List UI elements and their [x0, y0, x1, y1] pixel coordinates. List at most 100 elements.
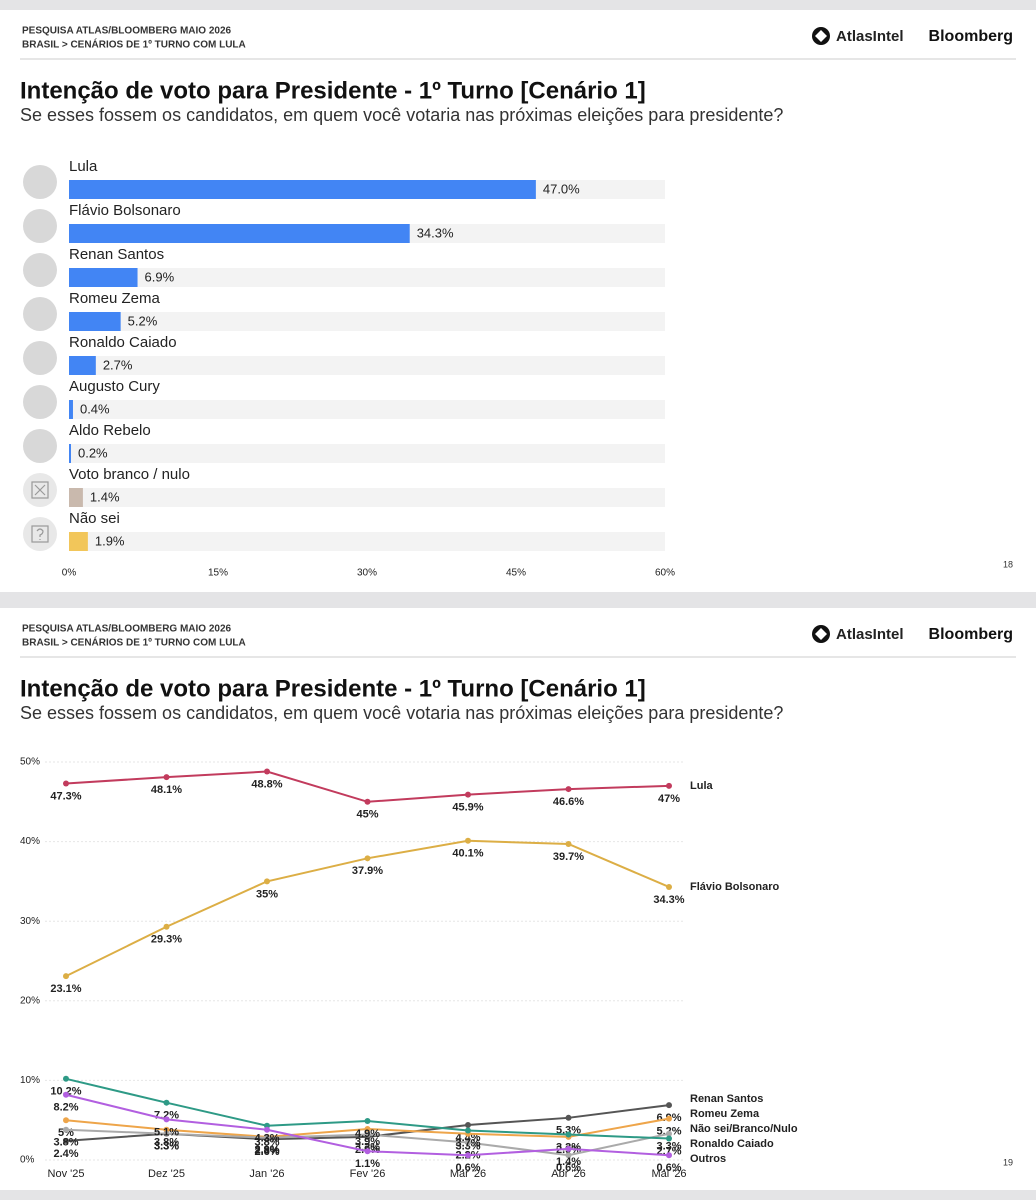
- point: [264, 1134, 270, 1141]
- value-label: 45%: [356, 809, 378, 821]
- value-label: 45.9%: [452, 802, 483, 814]
- x-tick-label: Jan '26: [249, 1168, 284, 1180]
- value-label: 3.9%: [355, 1136, 380, 1148]
- x-tick-label: 0%: [62, 568, 77, 579]
- series-name: Lula: [690, 780, 713, 792]
- point: [63, 780, 69, 787]
- logo: AtlasIntel: [836, 626, 904, 643]
- point: [163, 1099, 170, 1106]
- value-label: 1.9%: [95, 533, 125, 548]
- avatar: [23, 385, 57, 419]
- chart-subtitle: Se esses fossem os candidatos, em quem v…: [20, 105, 783, 125]
- brand: Bloomberg: [929, 28, 1013, 45]
- bar-track: [69, 400, 665, 419]
- value-label: 48.8%: [251, 778, 282, 790]
- value-label: 5.2%: [128, 313, 158, 328]
- value-label: 46.6%: [553, 796, 584, 808]
- icon: [31, 525, 49, 543]
- point: [163, 1130, 170, 1137]
- value-label: 2.6%: [254, 1146, 279, 1158]
- y-tick-label: 30%: [20, 916, 40, 927]
- value-label: 3.3%: [656, 1141, 681, 1153]
- value-label: 3.7%: [455, 1137, 480, 1149]
- y-tick-label: 0%: [20, 1155, 35, 1166]
- value-label: 8.2%: [53, 1102, 78, 1114]
- source: PESQUISA ATLAS/BLOOMBERG MAIO 2026: [22, 624, 232, 635]
- point: [565, 1131, 572, 1138]
- point: [465, 1152, 471, 1159]
- series-name: Renan Santos: [690, 1093, 763, 1105]
- chart-title: Intenção de voto para Presidente - 1º Tu…: [20, 77, 646, 104]
- bar-track: [69, 532, 665, 551]
- value-label: 5.1%: [154, 1126, 179, 1138]
- bar: [69, 400, 73, 419]
- series-name: Ronaldo Caiado: [690, 1138, 774, 1150]
- point: [63, 1137, 69, 1144]
- y-tick-label: 40%: [20, 836, 40, 847]
- value-label: 1.4%: [556, 1156, 581, 1168]
- value-label: 48.1%: [151, 784, 182, 796]
- point: [565, 1152, 572, 1159]
- category-label: Augusto Cury: [69, 378, 160, 395]
- category-label: Flávio Bolsonaro: [69, 202, 181, 219]
- value-label: 2.4%: [53, 1148, 78, 1160]
- logo: AtlasIntel: [836, 28, 904, 45]
- value-label: 10.2%: [50, 1086, 81, 1098]
- x-tick-label: Dez '25: [148, 1168, 185, 1180]
- page-number: 18: [1003, 559, 1013, 569]
- bar-track: [69, 268, 665, 287]
- value-label: 0.6%: [556, 1162, 581, 1174]
- point: [63, 1117, 69, 1124]
- point: [465, 1121, 471, 1128]
- point: [666, 1102, 672, 1109]
- bar-track: [69, 444, 665, 463]
- point: [565, 786, 572, 793]
- point: [364, 1148, 371, 1155]
- bar: [69, 356, 96, 375]
- value-label: 0.6%: [455, 1162, 480, 1174]
- category-label: Lula: [69, 158, 98, 175]
- value-label: 2.7%: [103, 357, 133, 372]
- value-label: 40.1%: [452, 848, 483, 860]
- value-label: 0.6%: [656, 1162, 681, 1174]
- chart-subtitle: Se esses fossem os candidatos, em quem v…: [20, 703, 783, 723]
- point: [364, 1117, 371, 1124]
- avatar: [23, 165, 57, 199]
- avatar: [23, 209, 57, 243]
- series-name: Romeu Zema: [690, 1108, 760, 1120]
- avatar: [23, 429, 57, 463]
- page-number: 19: [1003, 1157, 1013, 1167]
- point: [666, 883, 672, 890]
- value-label: 1.1%: [355, 1158, 380, 1170]
- point: [666, 1130, 672, 1137]
- series-name: Flávio Bolsonaro: [690, 881, 780, 893]
- point: [63, 973, 69, 980]
- value-label: 39.7%: [553, 851, 584, 863]
- point: [63, 1091, 69, 1098]
- value-label: 6.9%: [145, 269, 175, 284]
- bar-track: [69, 312, 665, 331]
- bar-track: [69, 488, 665, 507]
- point: [666, 1115, 672, 1122]
- panel: [0, 608, 1036, 1190]
- x-tick-label: 30%: [357, 568, 377, 579]
- x-tick-label: Nov '25: [48, 1168, 85, 1180]
- x-tick-label: 45%: [506, 568, 526, 579]
- x-tick-label: Mar '26: [450, 1168, 486, 1180]
- point: [364, 1125, 371, 1132]
- avatar: [23, 341, 57, 375]
- y-tick-label: 20%: [20, 995, 40, 1006]
- value-label: 23.1%: [50, 983, 81, 995]
- point: [364, 1131, 371, 1138]
- point: [666, 782, 672, 789]
- value-label: 4.9%: [355, 1128, 380, 1140]
- y-tick-label: 50%: [20, 757, 40, 768]
- point: [465, 1139, 471, 1146]
- point: [364, 798, 371, 805]
- value-label: 0.4%: [80, 401, 110, 416]
- point: [264, 878, 270, 885]
- bar: [69, 444, 71, 463]
- logo-icon: [815, 30, 827, 42]
- point: [63, 1075, 69, 1082]
- category-label: Voto branco / nulo: [69, 466, 190, 483]
